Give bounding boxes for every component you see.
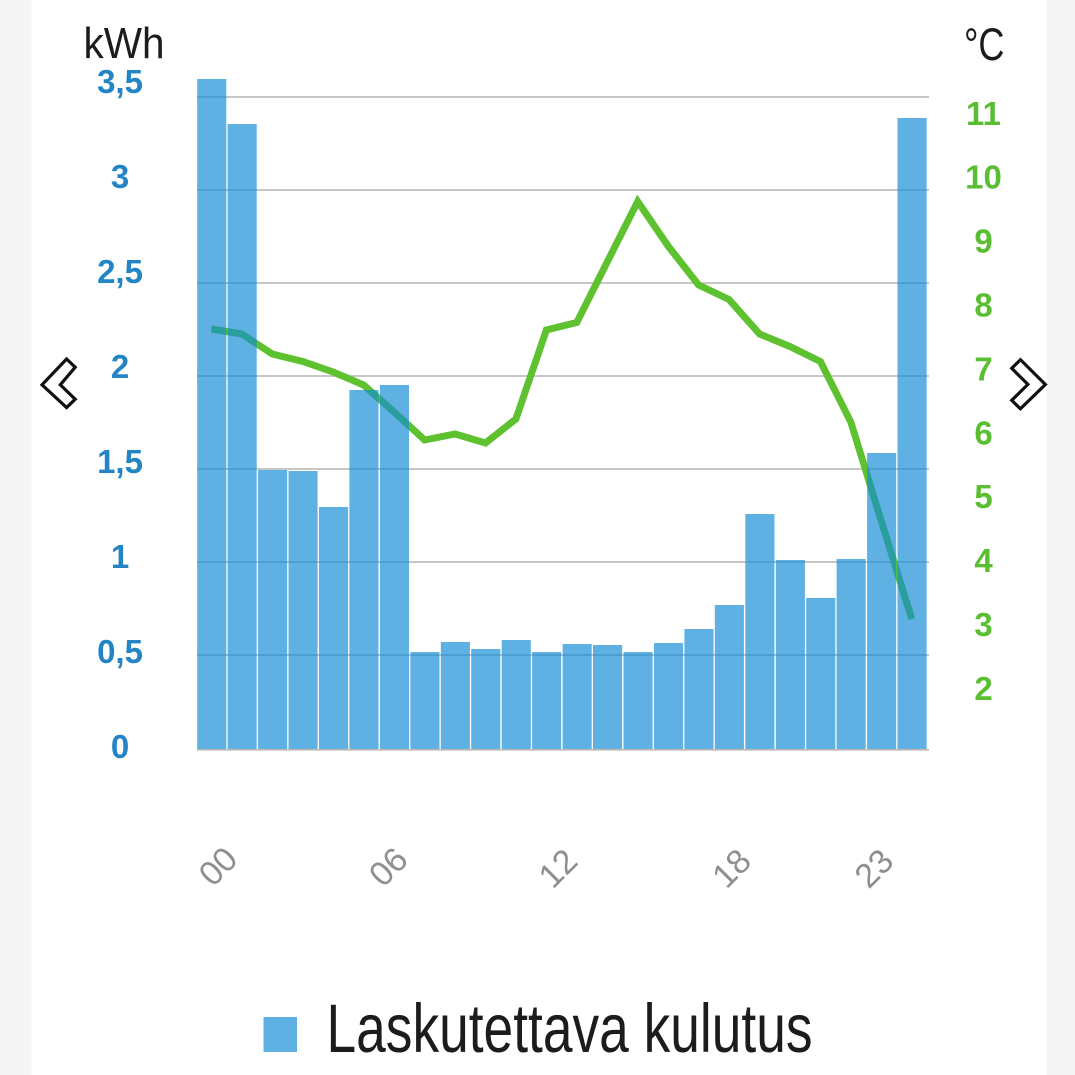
svg-text:9: 9 xyxy=(974,223,992,260)
svg-text:°C: °C xyxy=(964,19,1005,70)
svg-text:1,5: 1,5 xyxy=(97,443,143,480)
svg-text:11: 11 xyxy=(966,95,1001,132)
svg-text:kWh: kWh xyxy=(84,19,165,68)
svg-text:4: 4 xyxy=(974,542,993,579)
svg-text:3,5: 3,5 xyxy=(97,63,143,100)
svg-text:0,5: 0,5 xyxy=(97,633,143,670)
svg-text:3: 3 xyxy=(974,606,992,643)
svg-text:0: 0 xyxy=(111,728,129,765)
svg-text:10: 10 xyxy=(965,159,1002,196)
svg-text:8: 8 xyxy=(974,287,992,324)
svg-text:7: 7 xyxy=(974,350,992,387)
svg-text:5: 5 xyxy=(974,478,992,515)
svg-text:2: 2 xyxy=(111,348,129,385)
svg-text:Laskutettava kulutus: Laskutettava kulutus xyxy=(327,990,813,1067)
svg-text:2: 2 xyxy=(974,670,992,707)
svg-text:2,5: 2,5 xyxy=(97,253,143,290)
svg-text:6: 6 xyxy=(974,414,992,451)
svg-text:3: 3 xyxy=(111,158,129,195)
svg-text:1: 1 xyxy=(111,538,129,575)
